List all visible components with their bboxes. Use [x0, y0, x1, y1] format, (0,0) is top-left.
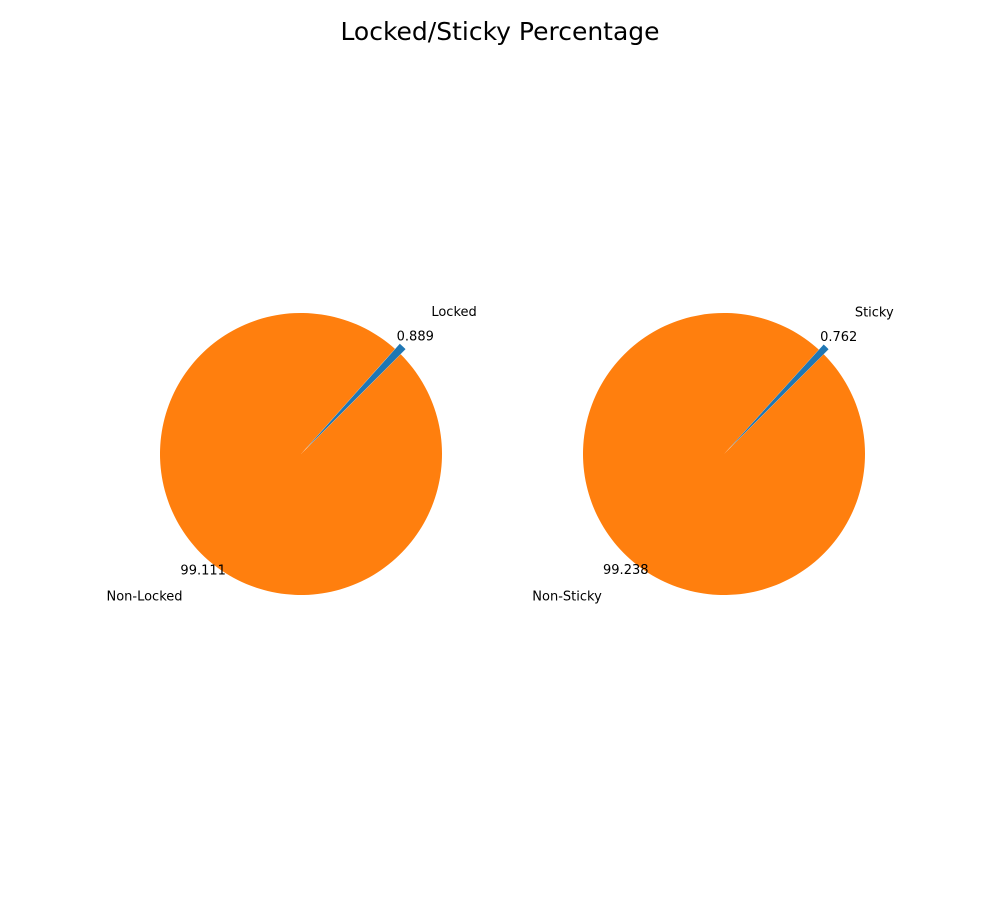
- pie-category-label-locked: Locked: [431, 305, 476, 320]
- pie-slice-non-sticky: [583, 313, 866, 596]
- pie-category-label-non-sticky: Non-Sticky: [532, 589, 602, 604]
- pie-category-label-sticky: Sticky: [855, 306, 894, 321]
- pie-value-label-non-sticky: 99.238: [603, 563, 649, 578]
- pie-value-label-locked: 0.889: [397, 329, 434, 344]
- pie-category-label-non-locked: Non-Locked: [106, 590, 182, 605]
- pie-value-label-non-locked: 99.111: [180, 563, 226, 578]
- pie-slice-sticky: [728, 344, 829, 449]
- pie-chart-locked: 0.889 Locked 99.111 Non-Locked: [106, 305, 476, 605]
- figure-title: Locked/Sticky Percentage: [340, 17, 659, 46]
- pie-slice-locked: [305, 343, 406, 449]
- pie-slice-non-locked: [159, 312, 442, 595]
- pie-value-label-sticky: 0.762: [820, 330, 857, 345]
